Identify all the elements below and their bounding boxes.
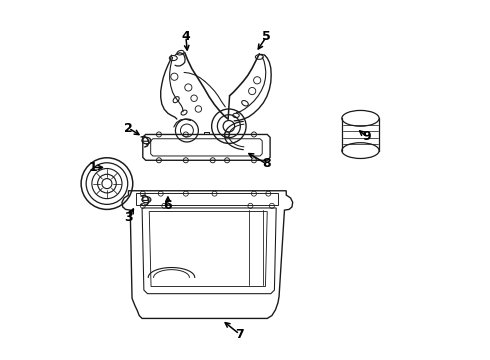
Text: 3: 3 (124, 211, 133, 224)
Text: 6: 6 (164, 199, 172, 212)
Text: 4: 4 (181, 30, 190, 43)
Text: 9: 9 (363, 130, 371, 144)
Text: 2: 2 (124, 122, 133, 135)
Text: 1: 1 (88, 161, 97, 174)
Text: 5: 5 (262, 30, 271, 43)
Text: 7: 7 (235, 328, 244, 341)
Text: 8: 8 (262, 157, 271, 170)
